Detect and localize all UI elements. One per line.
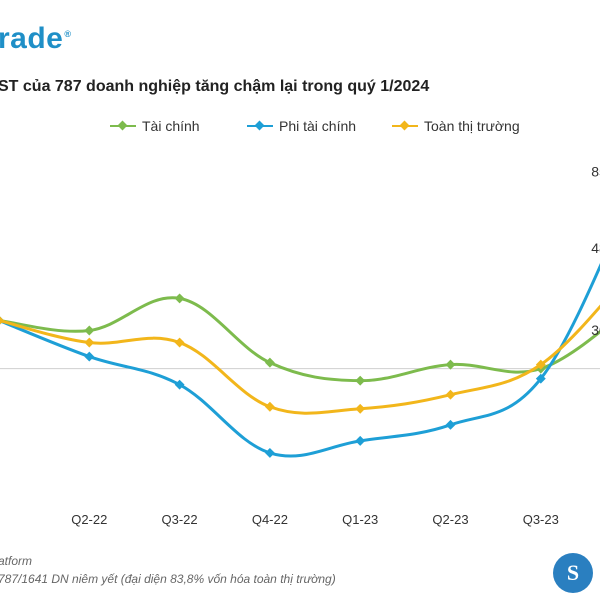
- x-tick-label: Q3-22: [162, 512, 198, 527]
- legend-item-tai-chinh: Tài chính: [110, 118, 200, 134]
- legend-label: Phi tài chính: [279, 118, 357, 134]
- data-point: [0, 315, 4, 326]
- data-point: [174, 337, 185, 348]
- data-point: [355, 435, 366, 446]
- data-point: [84, 351, 95, 362]
- data-point: [535, 373, 546, 384]
- x-tick-label: Q1-23: [342, 512, 378, 527]
- chart-legend: Tài chính Phi tài chính Toàn thị trường: [0, 118, 600, 138]
- x-tick-label: Q2-22: [71, 512, 107, 527]
- x-tick-label: Q3-23: [523, 512, 559, 527]
- data-point: [445, 359, 456, 370]
- data-point: [535, 359, 546, 370]
- chart-source: atform 787/1641 DN niêm yết (đại diện 83…: [0, 552, 336, 588]
- data-point: [264, 357, 275, 368]
- legend-label: Toàn thị trường: [424, 118, 520, 134]
- chart-title: ST của 787 doanh nghiệp tăng chậm lại tr…: [0, 78, 430, 95]
- data-label: 30.7%: [591, 322, 600, 338]
- data-point: [84, 337, 95, 348]
- data-point: [84, 325, 95, 336]
- data-point: [445, 419, 456, 430]
- line-chart: 30.7% 85.7% 48.6% Q2-22 Q3-22 Q4-22 Q1-23 Q2-23…: [0, 164, 600, 527]
- data-point: [264, 401, 275, 412]
- legend-item-phi-tai-chinh: Phi tài chính: [247, 118, 356, 134]
- x-tick-label: Q4-22: [252, 512, 288, 527]
- series-line-0: [0, 296, 600, 383]
- data-label: 48.6%: [591, 240, 600, 256]
- legend-swatch-icon: [110, 119, 136, 133]
- legend-swatch-icon: [392, 119, 418, 133]
- s-logo-icon: S: [553, 553, 593, 593]
- data-label: 85.7%: [591, 164, 600, 180]
- data-point: [355, 403, 366, 414]
- series-line-1: [0, 263, 600, 458]
- note-line: 787/1641 DN niêm yết (đại diện 83,8% vốn…: [0, 572, 336, 586]
- data-point: [264, 447, 275, 458]
- legend-swatch-icon: [247, 119, 273, 133]
- source-line: atform: [0, 554, 33, 568]
- legend-label: Tài chính: [142, 118, 200, 134]
- data-point: [174, 379, 185, 390]
- data-point: [355, 375, 366, 386]
- data-point: [445, 389, 456, 400]
- brand-logo: rade®: [0, 22, 72, 55]
- x-tick-label: Q2-23: [432, 512, 468, 527]
- data-point: [174, 293, 185, 304]
- legend-item-toan-thi-truong: Toàn thị trường: [392, 118, 520, 134]
